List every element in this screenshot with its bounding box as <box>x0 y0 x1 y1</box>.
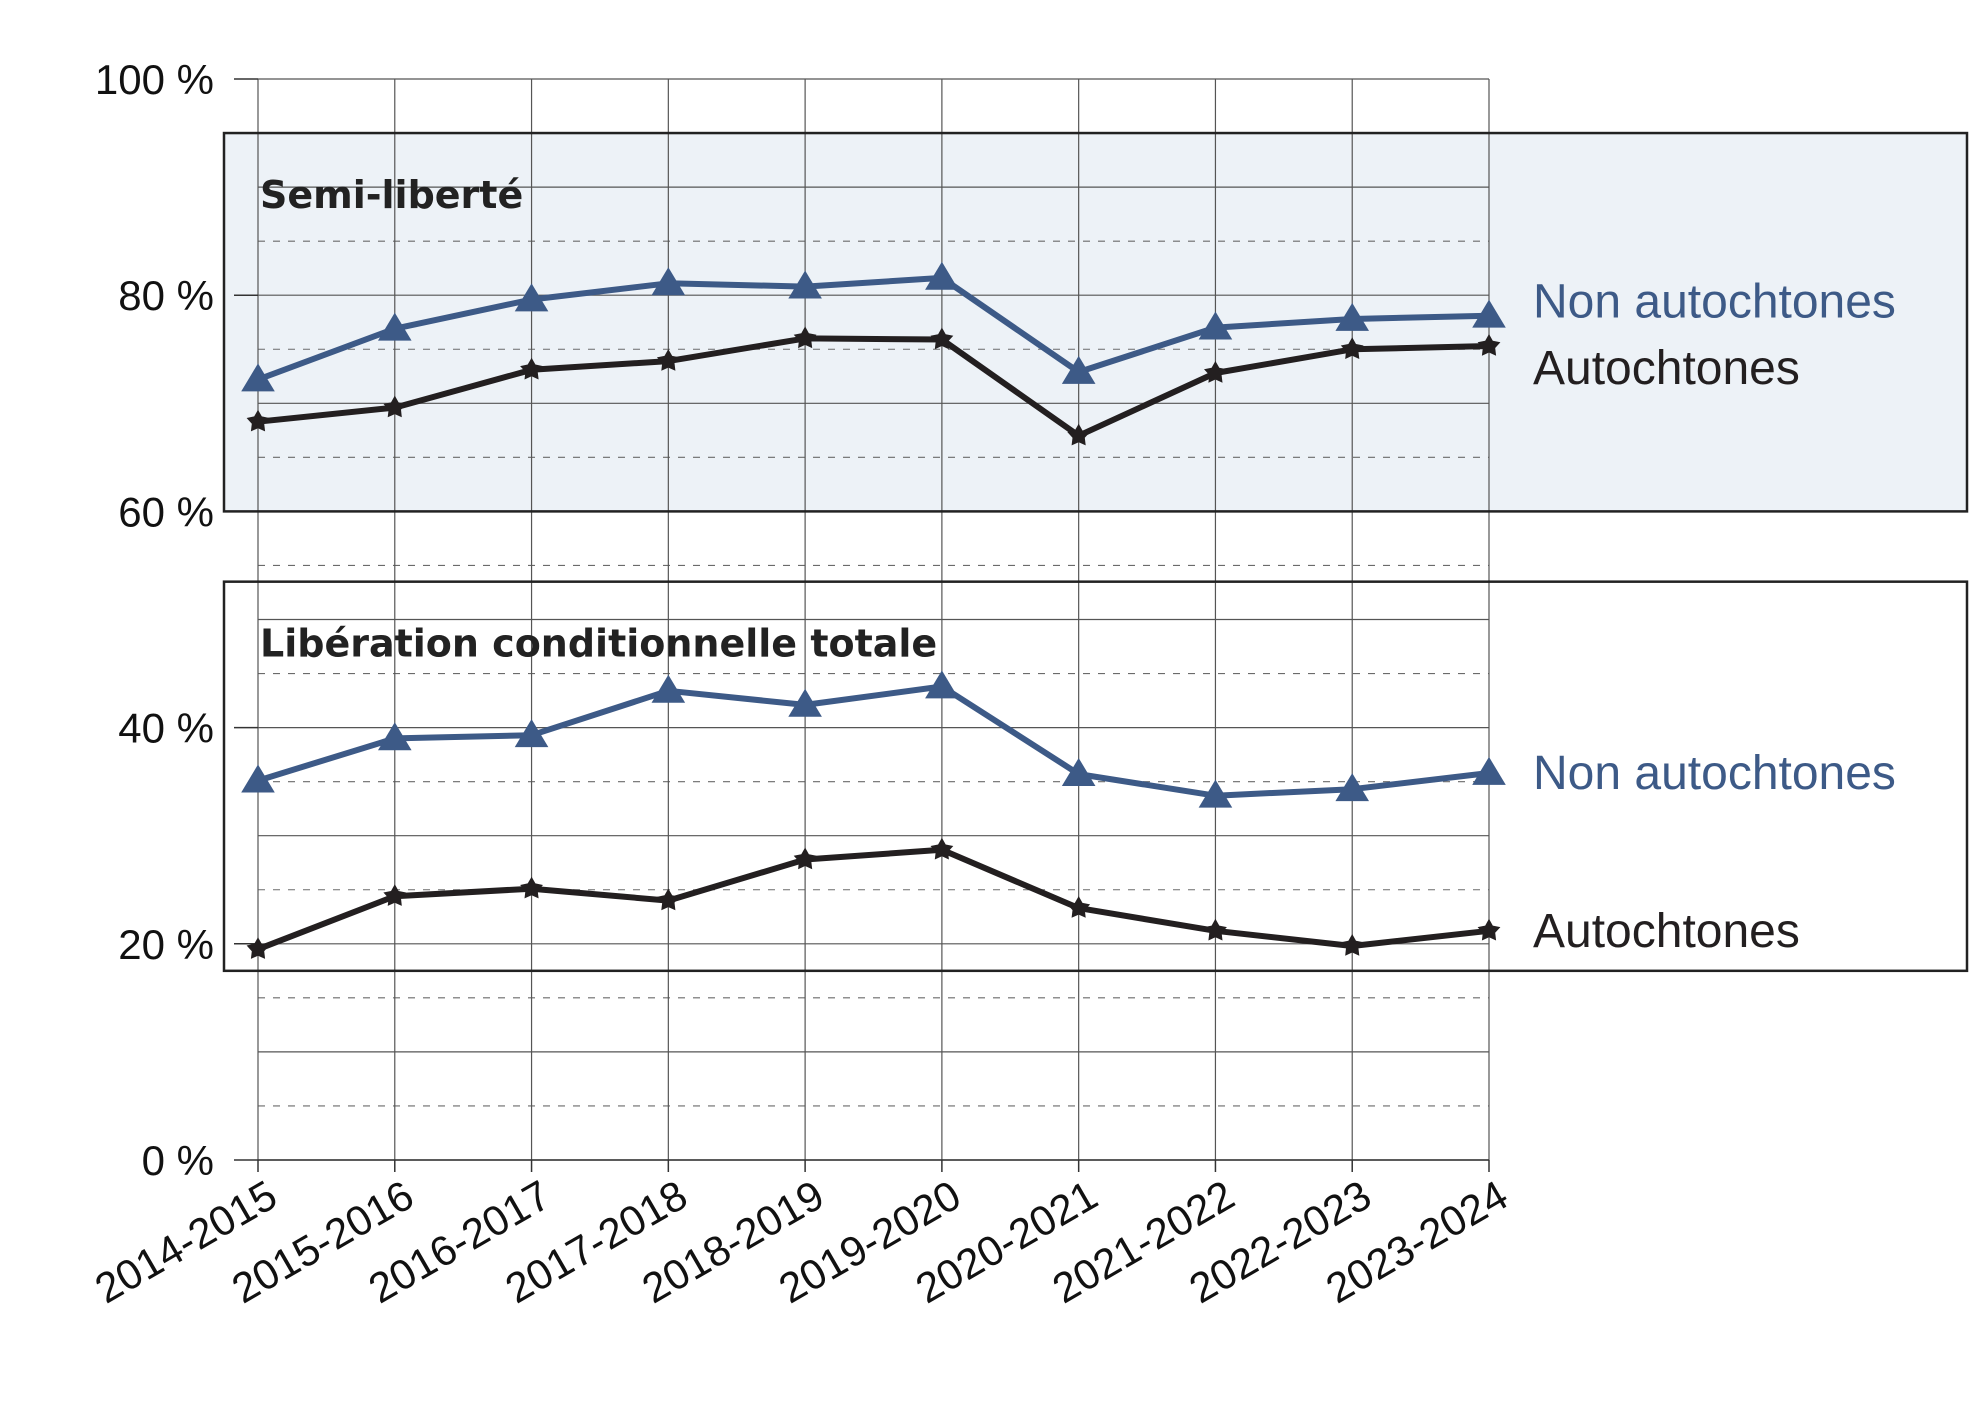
data-point <box>514 719 549 748</box>
series-line <box>256 846 1490 952</box>
data-point <box>1061 757 1096 786</box>
data-point <box>1061 355 1096 384</box>
panel-title: Libération conditionnelle totale <box>260 622 937 666</box>
data-point <box>651 674 686 703</box>
data-point <box>925 261 959 290</box>
data-point <box>788 270 822 299</box>
panel-backgrounds <box>224 133 1967 512</box>
data-point <box>1340 934 1364 956</box>
data-point <box>1067 896 1091 918</box>
y-tick-label: 0 % <box>142 1137 214 1184</box>
data-point <box>246 409 270 432</box>
series-non_indigenous-0 <box>241 261 1506 392</box>
series-indigenous-1 <box>246 837 1501 959</box>
data-point <box>1067 423 1091 446</box>
y-tick-label: 100 % <box>95 56 214 103</box>
axes <box>234 78 1490 1172</box>
data-point <box>1198 311 1233 340</box>
series-line <box>257 335 1490 439</box>
data-point <box>520 876 543 899</box>
data-point <box>1477 334 1501 356</box>
panel-frame-1 <box>222 580 1969 973</box>
data-point <box>241 363 275 392</box>
data-point <box>930 327 954 350</box>
data-point <box>383 395 407 418</box>
data-point <box>925 670 959 699</box>
series <box>241 261 1506 959</box>
data-point <box>793 847 817 870</box>
data-point <box>241 764 275 793</box>
series-label-indigenous: Autochtones <box>1533 342 1800 395</box>
series-label-non_indigenous: Non autochtones <box>1533 747 1896 800</box>
panel-background-0 <box>224 133 1967 512</box>
panel-frames <box>222 131 1969 973</box>
data-point <box>1340 337 1364 359</box>
panel-frame-0 <box>222 131 1969 513</box>
series-label-non_indigenous: Non autochtones <box>1533 276 1896 329</box>
y-tick-label: 80 % <box>118 272 214 319</box>
data-point <box>1204 918 1227 941</box>
data-point <box>1477 918 1501 941</box>
y-tick-label: 40 % <box>118 705 214 752</box>
panel-title: Semi-liberté <box>260 173 523 217</box>
data-point <box>1198 779 1233 808</box>
data-point <box>520 357 543 380</box>
data-point <box>656 888 680 911</box>
data-point <box>1472 756 1506 785</box>
data-point <box>793 326 817 349</box>
data-point <box>377 722 412 751</box>
series-label-indigenous: Autochtones <box>1533 905 1800 958</box>
data-point <box>514 283 549 312</box>
data-point <box>1204 361 1227 383</box>
series-non_indigenous-1 <box>241 670 1506 808</box>
data-point <box>788 688 822 717</box>
y-tick-label: 60 % <box>118 488 214 535</box>
data-point <box>246 937 270 959</box>
data-point <box>377 312 412 341</box>
data-point <box>383 884 407 906</box>
series-indigenous-0 <box>246 326 1501 446</box>
data-point <box>930 837 954 860</box>
data-point <box>651 267 686 296</box>
data-point <box>656 349 680 371</box>
data-point <box>1335 773 1370 802</box>
y-tick-label: 20 % <box>118 921 214 968</box>
data-point <box>1472 299 1506 328</box>
series-line <box>256 274 1490 383</box>
data-point <box>1335 302 1370 331</box>
series-line <box>257 683 1490 799</box>
